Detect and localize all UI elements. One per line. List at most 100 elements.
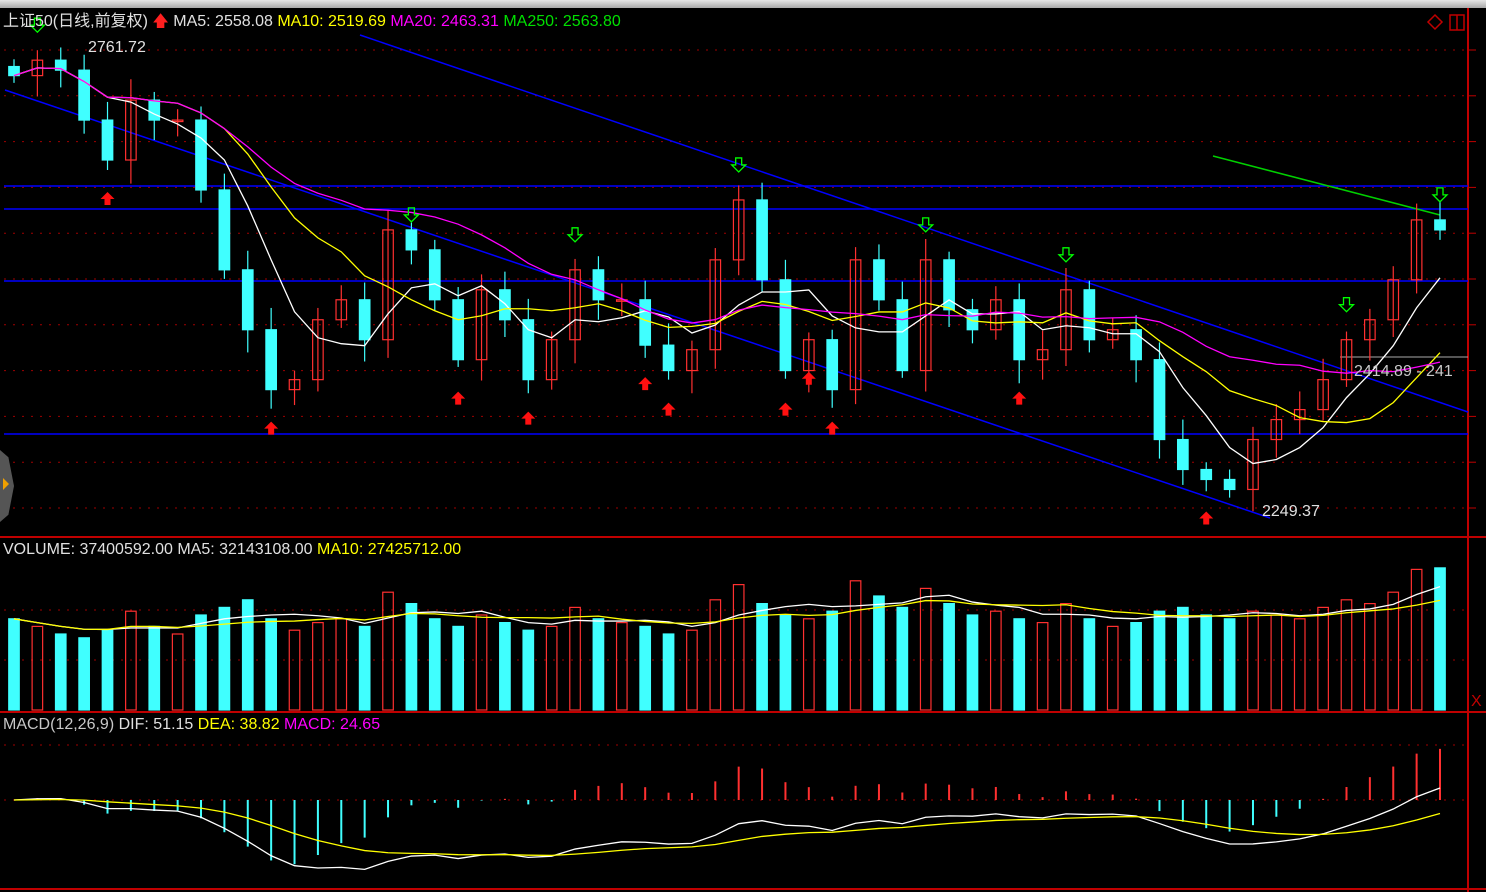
volume-bar <box>615 621 628 711</box>
volume-bar <box>1387 591 1400 711</box>
volume-bar <box>1200 614 1213 711</box>
volume-bar <box>78 637 90 711</box>
buy-signal-arrow-icon <box>521 411 536 425</box>
macd-value: MACD: 24.65 <box>284 716 381 733</box>
candle-body <box>312 319 324 381</box>
candle-body <box>1013 299 1026 361</box>
ma20-line <box>13 67 1441 374</box>
volume-bar <box>802 618 815 711</box>
volume-bar <box>662 633 675 711</box>
volume-bar <box>1153 610 1166 711</box>
volume-ma10-line <box>13 599 1441 631</box>
candle-body <box>1270 418 1283 441</box>
volume-bar <box>943 602 955 711</box>
up-arrow-icon: 🡅 <box>152 13 169 30</box>
candle-body <box>288 379 301 391</box>
candle-body <box>1106 329 1119 341</box>
cursor-price-label: 2414.89 - 241 <box>1354 363 1453 380</box>
security-title: 上证50(日线,前复权) <box>3 13 148 30</box>
candle-body <box>428 249 441 301</box>
volume-bar <box>756 602 768 711</box>
dif-value: DIF: 51.15 <box>118 716 194 733</box>
candle-body <box>639 299 652 346</box>
candle-body <box>241 269 254 331</box>
candle-body <box>779 279 792 372</box>
candle-body <box>756 199 768 281</box>
volume-value: VOLUME: 37400592.00 <box>3 541 173 558</box>
volume-bar <box>545 625 558 711</box>
candle-body <box>943 259 955 311</box>
volume-bar <box>1013 618 1026 711</box>
macd-panel-header: MACD(12,26,9) DIF: 51.15 DEA: 38.82 MACD… <box>3 716 380 734</box>
volume-bar <box>896 606 909 711</box>
candle-body <box>148 99 161 121</box>
volume-ma5-line <box>13 585 1441 631</box>
ma5-value: MA5: 2558.08 <box>173 13 273 30</box>
volume-bar <box>1247 610 1259 711</box>
volume-bar <box>639 625 652 711</box>
candle-body <box>125 99 137 161</box>
dea-value: DEA: 38.82 <box>197 716 280 733</box>
buy-signal-arrow-icon <box>801 371 816 385</box>
candle-body <box>1153 359 1166 441</box>
candle-body <box>873 259 885 301</box>
volume-bar <box>499 621 511 711</box>
ma10-value: MA10: 2519.69 <box>277 13 386 30</box>
volume-bar <box>1036 621 1049 711</box>
candle-body <box>615 299 628 302</box>
candle-body <box>1387 279 1400 321</box>
buy-signal-arrow-icon <box>264 421 279 435</box>
candle-body <box>1223 478 1236 491</box>
candle-body <box>265 329 278 391</box>
candle-body <box>1036 349 1049 361</box>
volume-bar <box>1106 625 1119 711</box>
volume-ma5-value: MA5: 32143108.00 <box>177 541 313 558</box>
volume-bar <box>849 580 862 711</box>
sell-signal-arrow-icon <box>1337 297 1356 313</box>
buy-signal-arrow-icon <box>778 402 793 416</box>
volume-bar <box>732 583 745 711</box>
volume-bar <box>873 595 885 711</box>
ma20-value: MA20: 2463.31 <box>390 13 499 30</box>
candle-body <box>569 269 581 341</box>
candle-body <box>358 299 371 341</box>
volume-bar <box>405 602 418 711</box>
price-panel-header: 上证50(日线,前复权) 🡅 MA5: 2558.08 MA10: 2519.6… <box>3 13 621 31</box>
candle-body <box>101 119 114 161</box>
volume-bar <box>195 614 207 711</box>
volume-bar <box>382 591 394 711</box>
volume-bar <box>171 633 184 711</box>
volume-bar <box>779 614 792 711</box>
buy-signal-arrow-icon <box>825 421 840 435</box>
volume-bar <box>826 610 839 711</box>
candle-body <box>966 309 979 331</box>
candle-body <box>896 299 909 372</box>
candle-body <box>78 69 90 121</box>
volume-bar <box>148 625 161 711</box>
candle-body <box>335 299 348 321</box>
candle-body <box>195 119 207 191</box>
buy-signal-arrow-icon <box>638 377 653 391</box>
ma10-line <box>13 67 1441 424</box>
volume-bar <box>1060 602 1072 711</box>
volume-bar <box>475 614 488 711</box>
sell-signal-arrow-icon <box>730 157 748 173</box>
volume-bar <box>1340 599 1353 711</box>
volume-bar <box>1270 614 1283 711</box>
candle-body <box>709 259 722 351</box>
volume-bar <box>919 587 932 711</box>
sell-signal-arrow-icon <box>28 17 46 34</box>
candle-body <box>452 299 465 361</box>
buy-signal-arrow-icon <box>1012 391 1027 405</box>
volume-bar <box>592 618 605 711</box>
candle-body <box>1434 219 1446 231</box>
sell-signal-arrow-icon <box>402 207 420 223</box>
low-price-label: 2249.37 <box>1262 503 1320 520</box>
volume-bar <box>1130 621 1142 711</box>
dif-line <box>13 787 1441 871</box>
sell-signal-arrow-icon <box>1431 187 1449 203</box>
volume-bar <box>358 625 371 711</box>
candle-body <box>1176 438 1189 471</box>
buy-signal-arrow-icon <box>1199 511 1214 525</box>
